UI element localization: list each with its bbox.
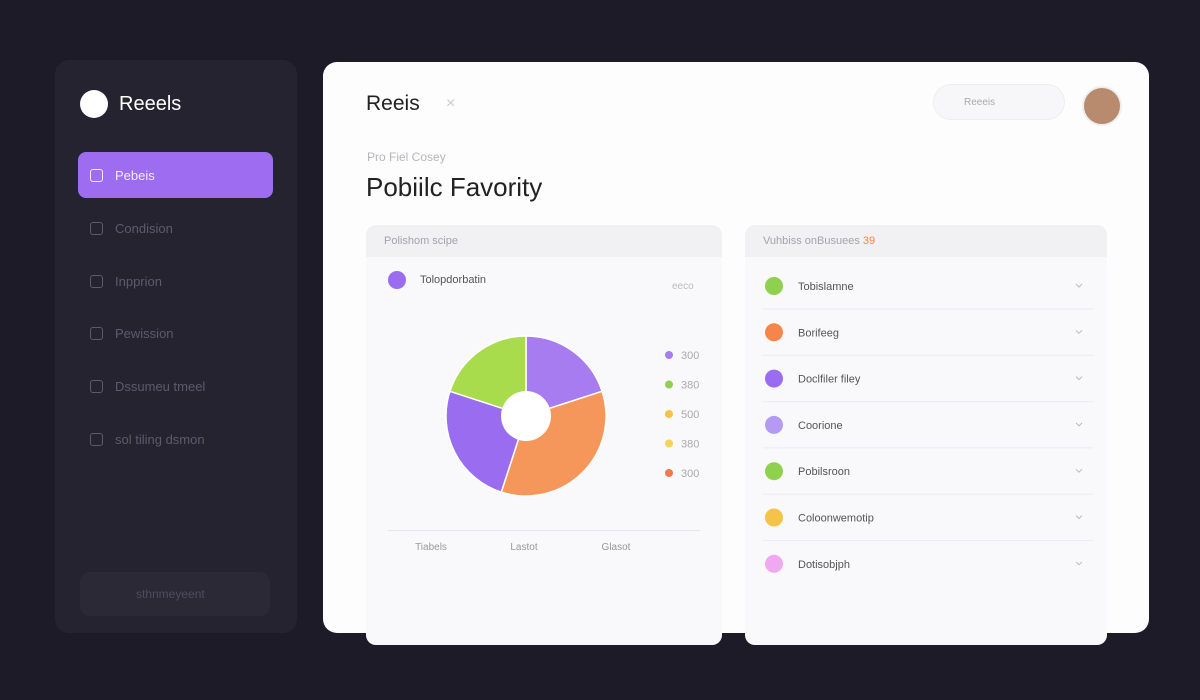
list-label: Tobislamne bbox=[798, 281, 854, 293]
nav-item[interactable]: Inpprion bbox=[78, 258, 273, 304]
list-dot bbox=[765, 415, 783, 434]
legend-label: 300 bbox=[681, 468, 699, 480]
nav-icon bbox=[90, 274, 103, 288]
list-label: Coloonwemotip bbox=[798, 513, 874, 525]
nav-item[interactable]: Pebeis bbox=[78, 152, 273, 198]
subtitle: Pro Fiel Cosey bbox=[367, 150, 446, 164]
card-header: Polishom scipe bbox=[366, 225, 722, 257]
window-title: Reeis bbox=[366, 92, 420, 115]
search[interactable]: Reeeis bbox=[933, 84, 1065, 120]
legend-dot bbox=[665, 439, 673, 448]
list-label: Pobilsroon bbox=[798, 466, 850, 478]
row-label: Tolopdorbatin bbox=[420, 274, 487, 286]
nav-label: Inpprion bbox=[115, 273, 162, 289]
nav-item[interactable]: sol tiling dsmon bbox=[78, 416, 273, 462]
brand: Reeels bbox=[119, 93, 182, 115]
pie-slice bbox=[448, 335, 527, 418]
nav-label: sol tiling dsmon bbox=[115, 431, 205, 447]
list-label: Doclfiler filey bbox=[798, 374, 861, 386]
axis-label: Glasot bbox=[602, 542, 631, 553]
page-title: Pobiilc Favority bbox=[366, 172, 543, 202]
nav-label: Pebeis bbox=[115, 167, 155, 183]
list-label: Coorione bbox=[798, 420, 843, 432]
row-icon bbox=[388, 271, 406, 289]
legend-label: 300 bbox=[681, 350, 699, 362]
chart-row: Tolopdorbatin bbox=[388, 271, 486, 289]
nav-icon bbox=[90, 379, 103, 393]
legend-label: 380 bbox=[681, 439, 699, 451]
chevron bbox=[1075, 515, 1083, 520]
legend-dot bbox=[665, 410, 673, 418]
logo bbox=[80, 90, 108, 118]
chevron bbox=[1075, 561, 1083, 566]
close[interactable]: × bbox=[446, 95, 456, 112]
nav-icon bbox=[90, 432, 103, 446]
axis-line bbox=[388, 530, 700, 531]
nav-item[interactable]: Dssumeu tmeel bbox=[78, 363, 273, 409]
pie-slice bbox=[525, 335, 604, 418]
list-dot bbox=[765, 508, 783, 527]
chevron bbox=[1075, 329, 1083, 335]
pie-hole bbox=[501, 391, 551, 441]
nav-icon bbox=[90, 221, 103, 235]
legend-dot bbox=[665, 351, 673, 359]
list-dot bbox=[765, 277, 783, 295]
list-dot bbox=[765, 323, 783, 342]
nav-icon bbox=[90, 168, 103, 182]
nav-item[interactable]: Condision bbox=[78, 205, 273, 251]
axis-label: Lastot bbox=[510, 542, 537, 553]
pie-chart: 300 380 500 380 300 Tiabels Lastot Glasot Tobisl… bbox=[415, 277, 1093, 573]
axis-label: Tiabels bbox=[415, 542, 447, 553]
badge: 39 bbox=[862, 235, 876, 247]
legend-dot bbox=[665, 469, 673, 477]
main-panel: Reeis × Reeeis Pro Fiel Cosey Pobiilc Fa… bbox=[323, 62, 1149, 645]
list-dot bbox=[765, 462, 783, 481]
nav-label: Condision bbox=[115, 220, 173, 236]
card-header: Vuhbiss onBusuees 39 bbox=[745, 225, 1107, 257]
nav-label: Pewission bbox=[115, 325, 174, 341]
chevron bbox=[1075, 468, 1083, 473]
chevron bbox=[1075, 376, 1083, 381]
list-header: Vuhbiss onBusuees bbox=[763, 235, 860, 247]
list-label: Dotisobjph bbox=[798, 559, 850, 571]
legend-label: 380 bbox=[681, 380, 699, 392]
nav-label: Dssumeu tmeel bbox=[115, 378, 206, 394]
list-card: Vuhbiss onBusuees 39 bbox=[745, 225, 1107, 645]
footer-button[interactable]: sthnmeyeent bbox=[80, 572, 270, 616]
list-dot bbox=[765, 554, 783, 573]
avatar[interactable] bbox=[1082, 86, 1122, 126]
legend-tag: eeco bbox=[672, 281, 694, 292]
list-dot bbox=[765, 369, 783, 388]
legend-dot bbox=[665, 380, 673, 389]
legend-label: 500 bbox=[681, 409, 699, 421]
nav-item[interactable]: Pewission bbox=[78, 310, 273, 356]
nav-icon bbox=[90, 326, 103, 340]
chevron bbox=[1075, 283, 1083, 288]
chevron bbox=[1075, 422, 1083, 427]
list-label: Borifeeg bbox=[798, 327, 839, 339]
